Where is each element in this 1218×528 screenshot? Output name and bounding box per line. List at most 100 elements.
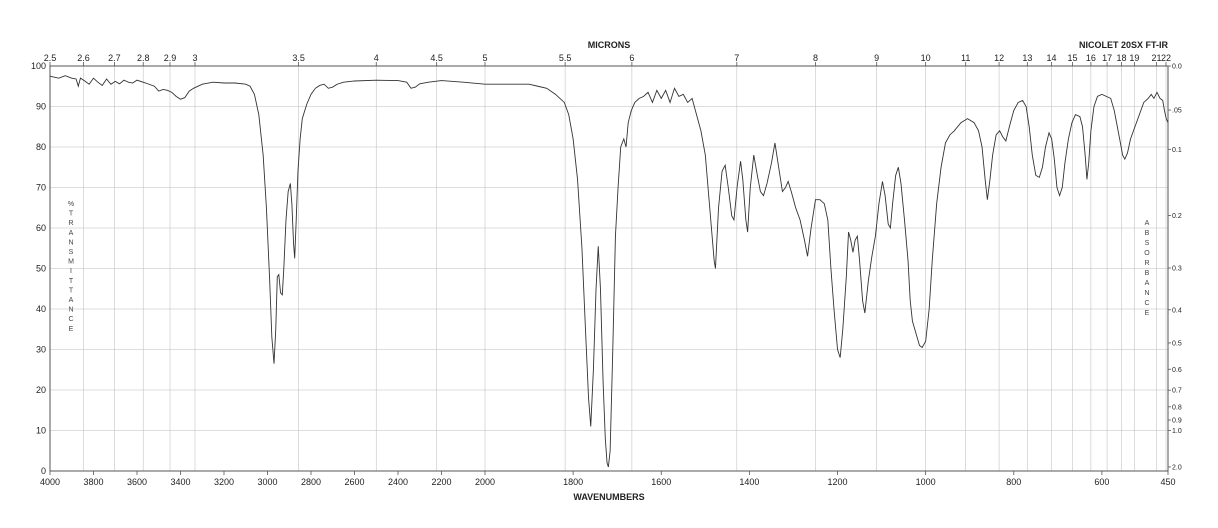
micron-tick-label: 18: [1116, 53, 1126, 63]
y-tick-label: 70: [36, 183, 46, 193]
absorbance-tick-label: 0.7: [1172, 388, 1182, 395]
vertical-label-char: A: [69, 230, 74, 237]
micron-tick-label: 4: [374, 53, 379, 63]
y-tick-label: 0: [41, 466, 46, 476]
x-tick-label: 2800: [301, 477, 321, 487]
x-tick-label: 600: [1094, 477, 1109, 487]
micron-tick-label: 3: [192, 53, 197, 63]
absorbance-tick-label: 0.8: [1172, 404, 1182, 411]
vertical-label-char: R: [1144, 260, 1149, 267]
y-tick-label: 40: [36, 304, 46, 314]
micron-tick-label: 4.5: [430, 53, 443, 63]
vertical-label-char: R: [68, 220, 73, 227]
micron-tick-label: 3.5: [292, 53, 305, 63]
vertical-label-char: M: [68, 259, 74, 266]
vertical-label-char: A: [1145, 220, 1150, 227]
x-tick-label: 2000: [475, 477, 495, 487]
micron-tick-label: 5: [482, 53, 487, 63]
vertical-label-char: T: [69, 211, 74, 218]
x-tick-label: 450: [1160, 477, 1175, 487]
vertical-label-char: E: [69, 326, 74, 333]
bottom-axis-label: WAVENUMBERS: [573, 492, 644, 502]
x-tick-label: 800: [1006, 477, 1021, 487]
vertical-label-char: C: [1144, 300, 1149, 307]
absorbance-tick-label: 0.0: [1172, 64, 1182, 71]
vertical-label-char: T: [69, 278, 74, 285]
absorbance-tick-label: 0.1: [1172, 147, 1182, 154]
vertical-label-char: I: [70, 268, 72, 275]
micron-tick-label: 2.5: [44, 53, 57, 63]
x-tick-label: 1200: [828, 477, 848, 487]
x-tick-label: 1400: [739, 477, 759, 487]
micron-tick-label: 2.9: [164, 53, 177, 63]
y-tick-label: 50: [36, 264, 46, 274]
micron-tick-label: 15: [1068, 53, 1078, 63]
y-tick-label: 20: [36, 385, 46, 395]
x-tick-label: 4000: [40, 477, 60, 487]
y-tick-label: 60: [36, 223, 46, 233]
x-tick-label: 3400: [170, 477, 190, 487]
micron-tick-label: 19: [1129, 53, 1139, 63]
absorbance-tick-label: 2.0: [1172, 464, 1182, 471]
x-tick-label: 3200: [214, 477, 234, 487]
micron-tick-label: 8: [813, 53, 818, 63]
y-tick-label: 80: [36, 142, 46, 152]
absorbance-tick-label: 1.0: [1172, 428, 1182, 435]
x-tick-label: 1000: [916, 477, 936, 487]
absorbance-tick-label: .05: [1172, 108, 1182, 115]
top-axis-label: MICRONS: [588, 40, 631, 50]
absorbance-tick-label: 0.2: [1172, 213, 1182, 220]
vertical-label-char: C: [68, 316, 73, 323]
x-tick-label: 2600: [344, 477, 364, 487]
micron-tick-label: 2.8: [137, 53, 150, 63]
x-tick-label: 1800: [563, 477, 583, 487]
vertical-label-char: %: [68, 201, 74, 208]
vertical-label-char: B: [1145, 230, 1150, 237]
vertical-label-char: O: [1144, 250, 1150, 257]
vertical-label-char: T: [69, 287, 74, 294]
vertical-label-char: S: [1145, 240, 1150, 247]
vertical-label-char: S: [69, 249, 74, 256]
micron-tick-label: 9: [874, 53, 879, 63]
micron-tick-label: 22: [1161, 53, 1171, 63]
y-tick-label: 30: [36, 345, 46, 355]
vertical-label-char: A: [1145, 280, 1150, 287]
micron-tick-label: 12: [994, 53, 1004, 63]
y-tick-label: 90: [36, 102, 46, 112]
x-tick-label: 3600: [127, 477, 147, 487]
x-tick-label: 3800: [83, 477, 103, 487]
vertical-label-char: N: [1144, 290, 1149, 297]
micron-tick-label: 6: [629, 53, 634, 63]
vertical-label-char: B: [1145, 270, 1150, 277]
y-tick-label: 10: [36, 426, 46, 436]
vertical-label-char: N: [68, 307, 73, 314]
micron-tick-label: 17: [1102, 53, 1112, 63]
spectrum-line: [49, 75, 1169, 468]
grid-lines: [49, 65, 1168, 472]
micron-tick-label: 5.5: [559, 53, 572, 63]
x-tick-label: 3000: [257, 477, 277, 487]
x-tick-label: 2200: [431, 477, 451, 487]
micron-tick-label: 10: [921, 53, 931, 63]
instrument-label: NICOLET 20SX FT-IR: [1079, 40, 1169, 50]
micron-tick-label: 11: [961, 53, 970, 63]
micron-tick-label: 7: [734, 53, 739, 63]
micron-tick-label: 13: [1022, 53, 1032, 63]
absorbance-tick-label: 0.5: [1172, 340, 1182, 347]
absorbance-tick-label: 0.9: [1172, 418, 1182, 425]
vertical-label-char: E: [1145, 310, 1150, 317]
absorbance-tick-label: 0.6: [1172, 367, 1182, 374]
y-tick-label: 100: [31, 61, 46, 71]
x-tick-label: 1600: [651, 477, 671, 487]
x-tick-label: 2400: [388, 477, 408, 487]
absorbance-tick-label: 0.3: [1172, 266, 1182, 273]
micron-tick-label: 2.7: [108, 53, 121, 63]
vertical-label-char: A: [69, 297, 74, 304]
micron-tick-label: 2.6: [77, 53, 90, 63]
absorbance-tick-label: 0.4: [1172, 307, 1182, 314]
plot-frame: [49, 65, 1169, 472]
